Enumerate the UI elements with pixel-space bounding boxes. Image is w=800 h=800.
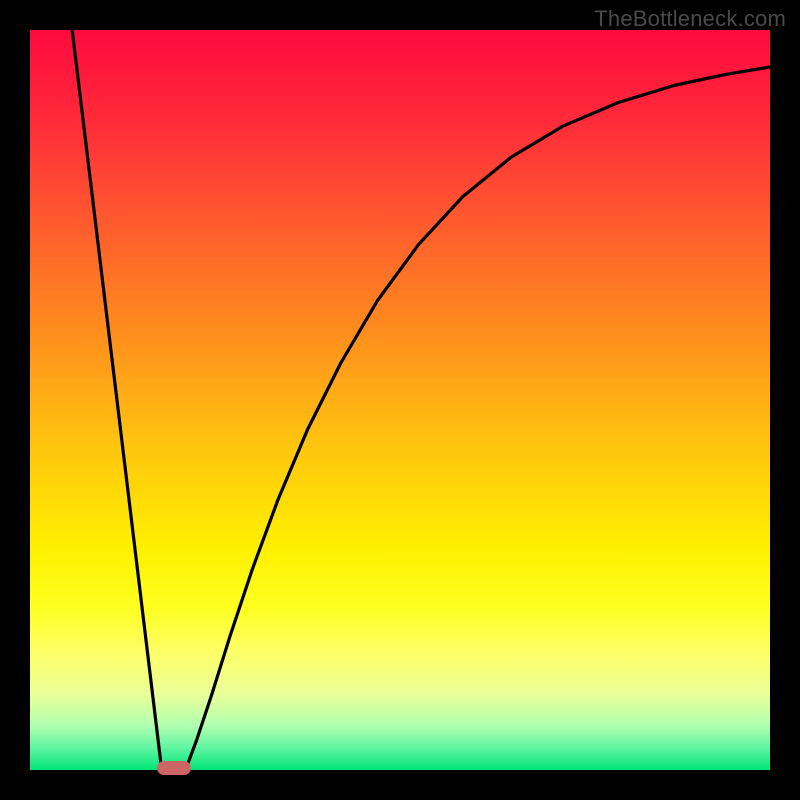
bottleneck-curve — [30, 30, 770, 770]
plot-area — [30, 30, 770, 770]
watermark-text: TheBottleneck.com — [594, 6, 786, 32]
optimal-marker — [157, 761, 191, 775]
